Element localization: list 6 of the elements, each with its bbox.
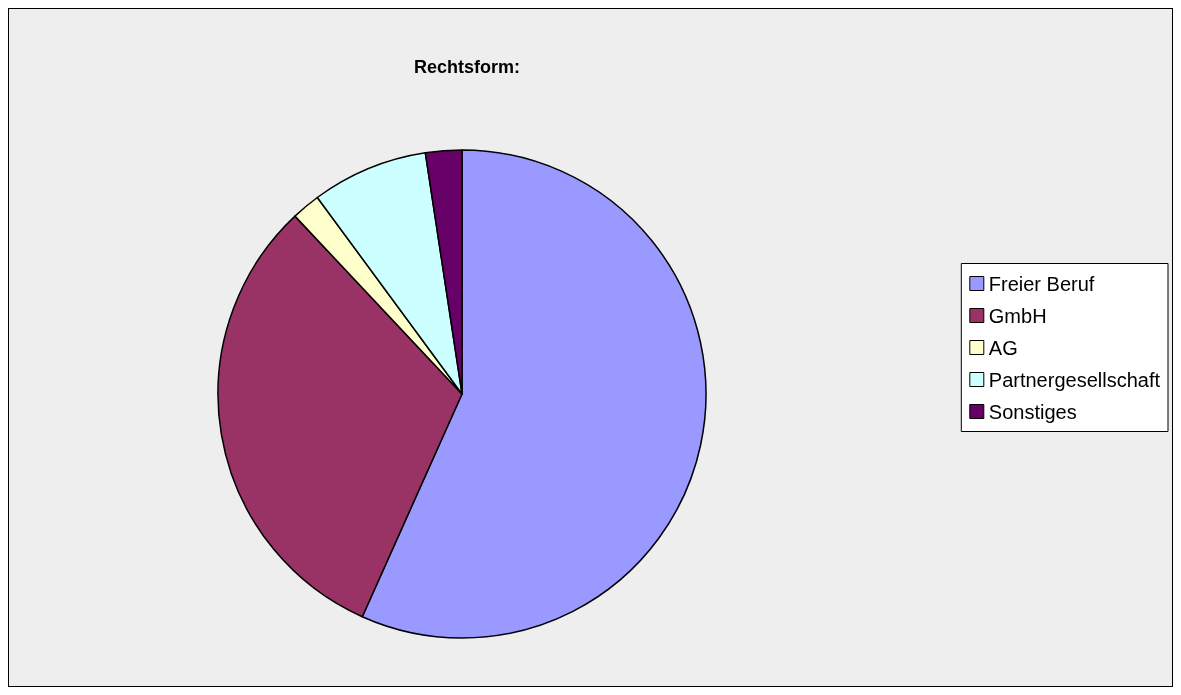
legend-label: Partnergesellschaft (988, 368, 1161, 391)
legend-label: AG (988, 336, 1018, 359)
legend-label: Sonstiges (988, 400, 1077, 423)
legend-label: Freier Beruf (988, 272, 1095, 295)
legend-label: GmbH (988, 304, 1047, 327)
chart-title: Rechtsform: (413, 57, 521, 77)
